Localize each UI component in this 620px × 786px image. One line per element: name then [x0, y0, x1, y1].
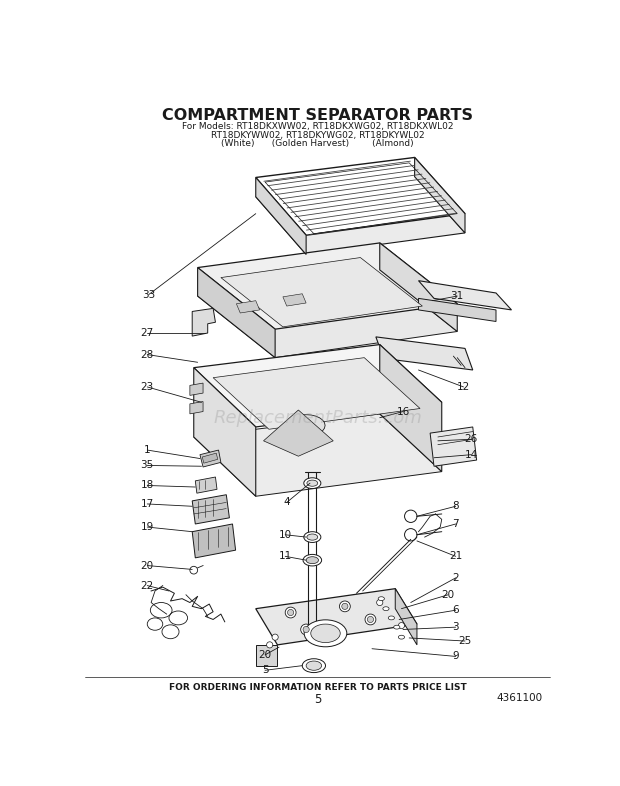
Polygon shape: [193, 344, 441, 427]
Polygon shape: [418, 281, 511, 310]
Ellipse shape: [303, 554, 322, 566]
Polygon shape: [255, 645, 278, 666]
Text: 33: 33: [142, 289, 156, 299]
Circle shape: [303, 626, 309, 633]
Polygon shape: [430, 427, 477, 466]
Ellipse shape: [306, 556, 319, 564]
Polygon shape: [198, 243, 458, 329]
Text: COMPARTMENT SEPARATOR PARTS: COMPARTMENT SEPARATOR PARTS: [162, 108, 473, 123]
Ellipse shape: [306, 661, 322, 670]
Ellipse shape: [394, 625, 400, 629]
Ellipse shape: [304, 531, 321, 542]
Polygon shape: [190, 402, 203, 414]
Text: 21: 21: [449, 551, 463, 561]
Polygon shape: [255, 589, 417, 645]
Text: 6: 6: [453, 605, 459, 615]
Ellipse shape: [398, 635, 404, 639]
Text: 11: 11: [278, 551, 292, 561]
Text: 10: 10: [278, 530, 292, 540]
Circle shape: [301, 624, 312, 635]
Circle shape: [376, 600, 383, 605]
Ellipse shape: [307, 534, 318, 540]
Text: 9: 9: [453, 652, 459, 662]
Circle shape: [342, 604, 348, 609]
Polygon shape: [255, 177, 465, 255]
Ellipse shape: [307, 480, 318, 487]
Ellipse shape: [304, 620, 347, 647]
Circle shape: [340, 601, 350, 612]
Polygon shape: [255, 178, 306, 255]
Polygon shape: [283, 294, 306, 306]
Text: 26: 26: [464, 435, 478, 444]
Text: 1: 1: [144, 445, 151, 455]
Text: FOR ORDERING INFORMATION REFER TO PARTS PRICE LIST: FOR ORDERING INFORMATION REFER TO PARTS …: [169, 683, 467, 692]
Text: 25: 25: [458, 636, 472, 646]
Polygon shape: [287, 415, 325, 436]
Circle shape: [272, 634, 278, 641]
Polygon shape: [236, 301, 260, 313]
Polygon shape: [195, 477, 217, 493]
Text: RT18DKYWW02, RT18DKYWG02, RT18DKYWL02: RT18DKYWW02, RT18DKYWG02, RT18DKYWL02: [211, 130, 425, 139]
Ellipse shape: [388, 616, 394, 620]
Polygon shape: [376, 337, 472, 370]
Text: ReplacementParts.com: ReplacementParts.com: [213, 409, 422, 427]
Ellipse shape: [383, 607, 389, 611]
Text: 8: 8: [453, 501, 459, 511]
Text: 4: 4: [283, 498, 290, 508]
Text: For Models: RT18DKXWW02, RT18DKXWG02, RT18DKXWL02: For Models: RT18DKXWW02, RT18DKXWG02, RT…: [182, 122, 453, 131]
Text: 4361100: 4361100: [496, 693, 542, 703]
Text: 2: 2: [453, 573, 459, 583]
Ellipse shape: [378, 597, 384, 601]
Polygon shape: [200, 450, 221, 467]
Text: 18: 18: [141, 480, 154, 490]
Polygon shape: [202, 454, 218, 463]
Polygon shape: [396, 589, 417, 645]
Text: (White)      (Golden Harvest)        (Almond): (White) (Golden Harvest) (Almond): [221, 139, 414, 148]
Text: 16: 16: [396, 406, 410, 417]
Ellipse shape: [304, 478, 321, 489]
Text: 5: 5: [262, 665, 268, 675]
Polygon shape: [264, 410, 334, 456]
Text: 35: 35: [141, 461, 154, 471]
Text: 12: 12: [457, 382, 470, 392]
Polygon shape: [379, 344, 441, 472]
Text: 27: 27: [141, 328, 154, 338]
Text: 3: 3: [453, 623, 459, 632]
Polygon shape: [192, 308, 216, 336]
Polygon shape: [192, 494, 229, 524]
Text: 20: 20: [441, 590, 454, 600]
Polygon shape: [379, 243, 458, 332]
Polygon shape: [221, 258, 422, 327]
Polygon shape: [415, 157, 465, 233]
Text: 14: 14: [464, 450, 478, 460]
Text: 20: 20: [259, 650, 272, 660]
Circle shape: [365, 614, 376, 625]
Polygon shape: [193, 368, 255, 496]
Ellipse shape: [303, 659, 326, 673]
Circle shape: [398, 623, 404, 629]
Polygon shape: [418, 299, 496, 321]
Circle shape: [367, 616, 373, 623]
Text: 5: 5: [314, 693, 321, 707]
Ellipse shape: [311, 624, 340, 643]
Polygon shape: [193, 414, 441, 496]
Polygon shape: [213, 358, 420, 429]
Polygon shape: [255, 157, 465, 235]
Text: 22: 22: [141, 581, 154, 590]
Polygon shape: [192, 524, 236, 558]
Text: 28: 28: [141, 350, 154, 359]
Text: 31: 31: [451, 291, 464, 301]
Text: 19: 19: [141, 522, 154, 532]
Polygon shape: [198, 267, 275, 358]
Circle shape: [285, 607, 296, 618]
Text: 7: 7: [453, 519, 459, 529]
Circle shape: [267, 642, 273, 648]
Text: 23: 23: [141, 382, 154, 392]
Circle shape: [288, 609, 294, 615]
Text: 17: 17: [141, 499, 154, 509]
Polygon shape: [198, 270, 458, 358]
Text: 20: 20: [141, 560, 154, 571]
Polygon shape: [190, 383, 203, 395]
